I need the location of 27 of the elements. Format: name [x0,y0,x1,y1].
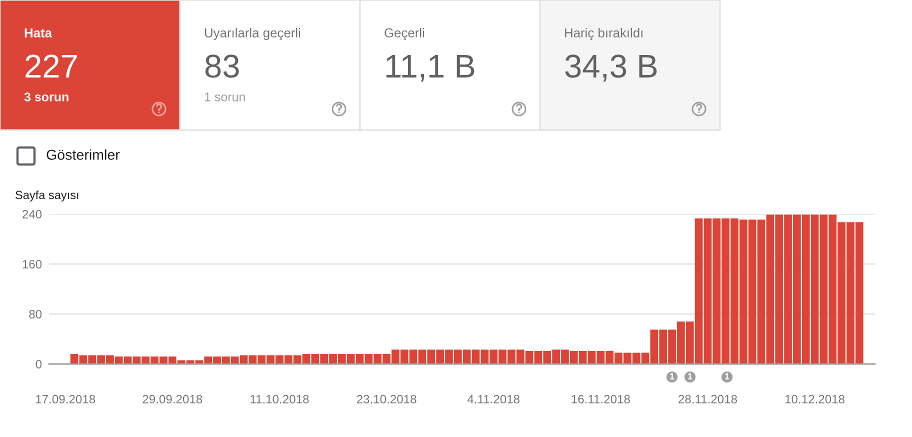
y-tick-label: 80 [29,310,42,318]
y-tick-label: 160 [22,260,42,268]
x-tick-label: 4.11.2018 [467,394,520,404]
text: 1 [688,373,692,380]
text: 1 [670,373,674,380]
text: 227 [26,54,77,78]
text: Hata [24,28,52,38]
y-tick-label: 0 [36,360,42,368]
text: 1 [725,373,730,380]
text: 34,3 B [565,54,657,82]
x-tick-label: 17.09.2018 [36,394,96,404]
x-tick-label: 11.10.2018 [250,394,309,404]
text: Geçerli [384,28,424,40]
text: 3 sorun [24,92,68,102]
x-tick-label: 23.10.2018 [356,394,416,404]
x-tick-label: 28.11.2018 [678,394,737,404]
x-tick-label: 10.12.2018 [785,394,844,404]
text: 83 [205,54,239,78]
x-tick-label: 16.11.2018 [572,394,630,404]
text: Hariç bırakıldı [565,28,642,40]
text: Uyarılarla geçerli [204,28,300,40]
x-tick-label: 29.09.2018 [142,394,202,404]
text: 11,1 B [386,54,474,82]
y-axis-title: Sayfa sayısı [16,190,78,202]
text: 1 sorun [204,92,245,102]
y-tick-label: 240 [22,210,42,218]
text: Gösterimler [46,149,120,160]
